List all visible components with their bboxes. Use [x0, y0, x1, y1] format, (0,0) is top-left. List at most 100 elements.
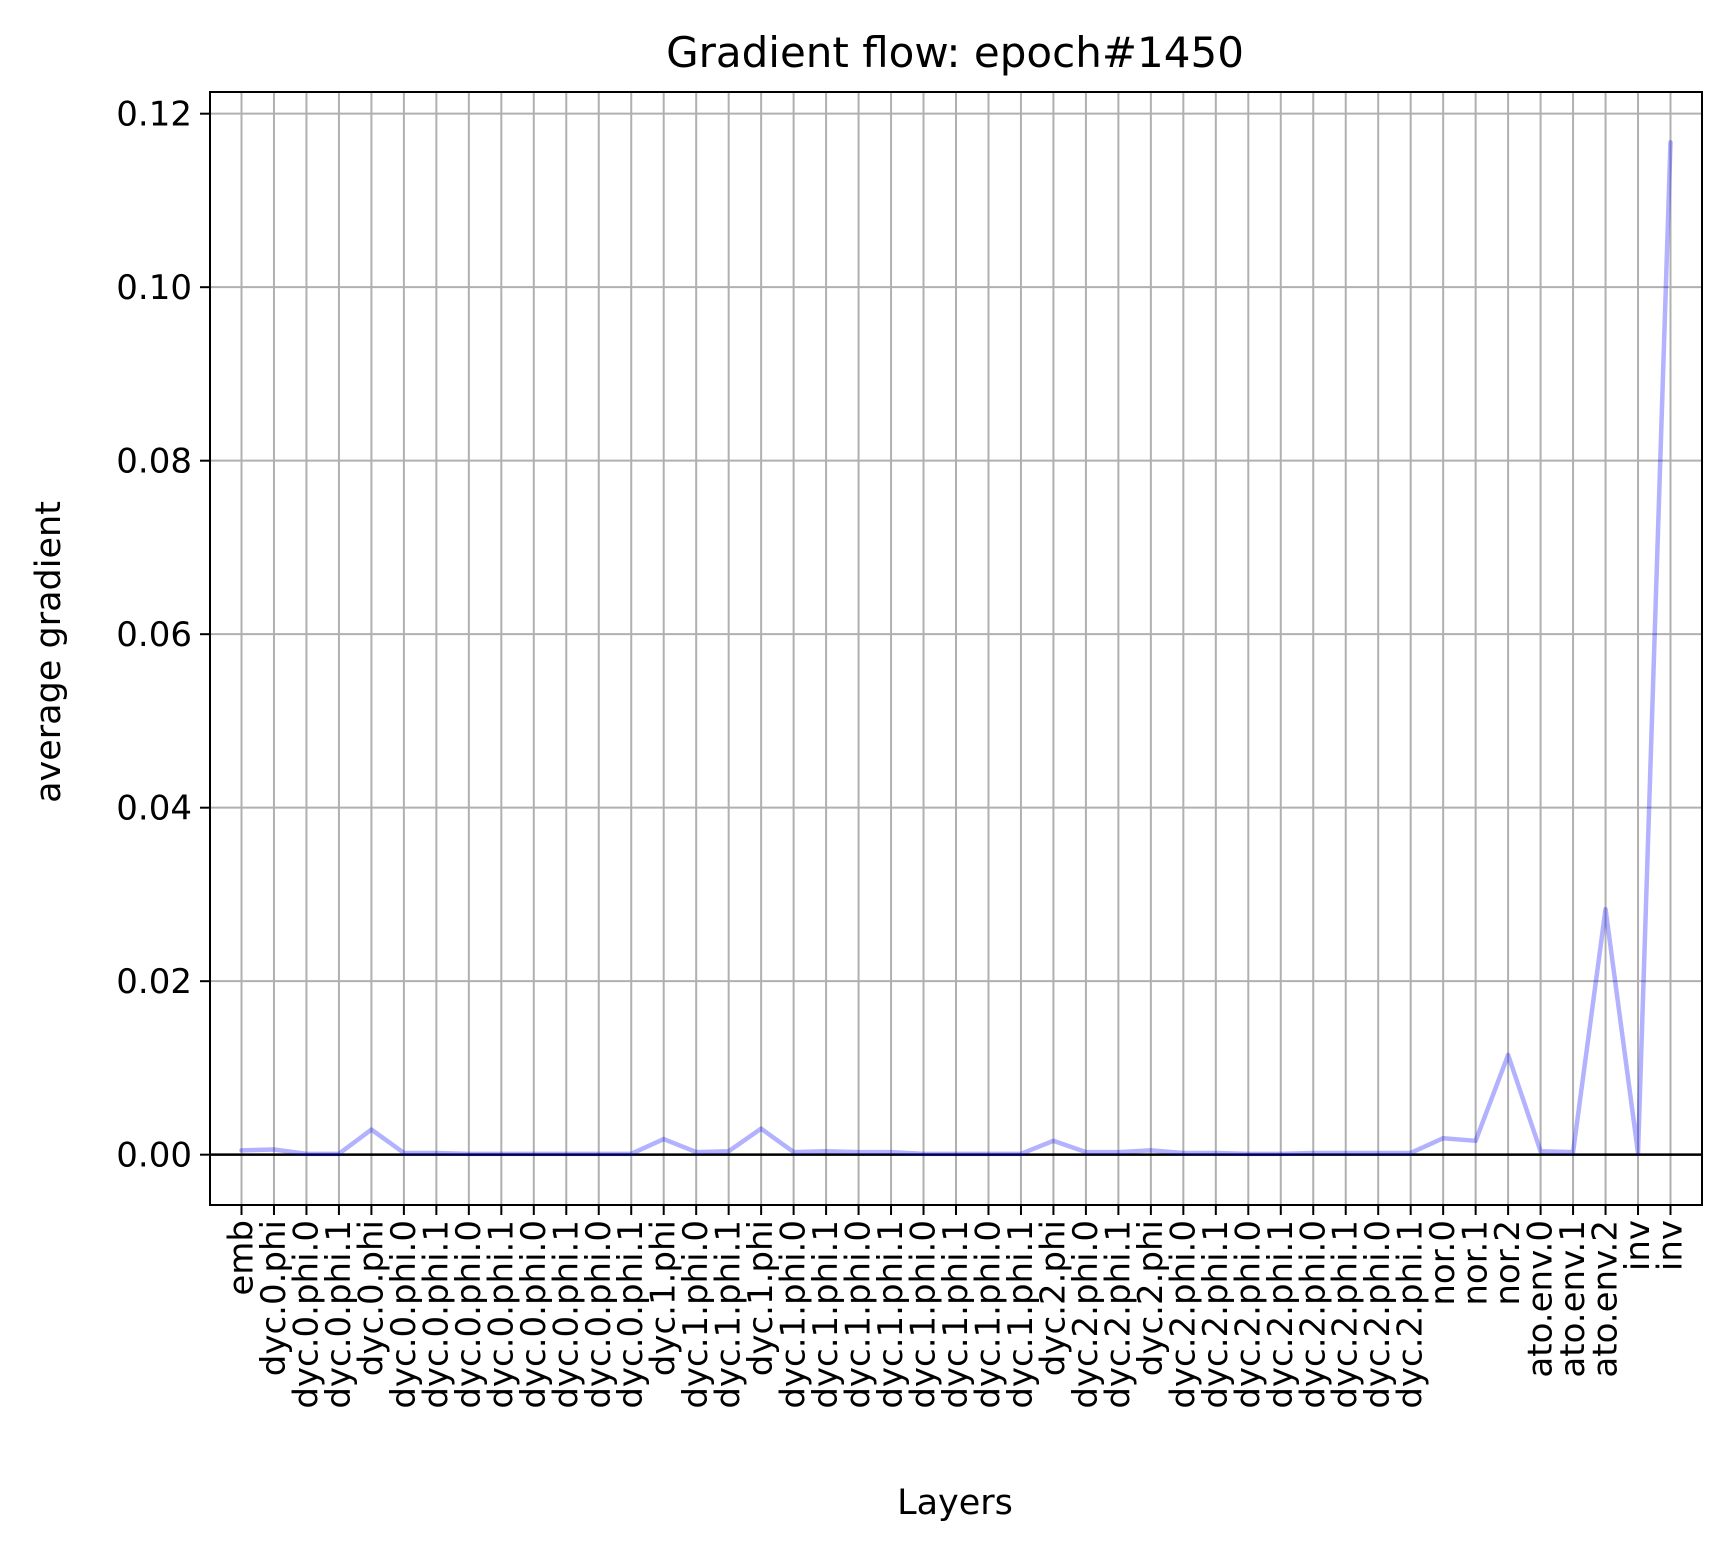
- data-point: [825, 1150, 828, 1153]
- x-ticks: embdyc.0.phidyc.0.phi.0dyc.0.phi.1dyc.0.…: [222, 1205, 1691, 1409]
- data-point: [337, 1152, 340, 1155]
- x-tick-label: dyc.0.phi.0: [286, 1220, 326, 1409]
- data-point: [857, 1151, 860, 1154]
- data-point: [240, 1149, 243, 1152]
- x-tick-label: dyc.0.phi.1: [611, 1220, 651, 1409]
- data-point: [630, 1152, 633, 1155]
- x-tick-label: dyc.0.phi.0: [579, 1220, 619, 1409]
- data-point: [467, 1152, 470, 1155]
- data-point: [435, 1151, 438, 1154]
- x-tick-label: dyc.2.phi: [1131, 1220, 1171, 1376]
- data-point: [1279, 1152, 1282, 1155]
- x-tick-label: dyc.1.phi.0: [904, 1220, 944, 1409]
- x-tick-label: dyc.0.phi.1: [546, 1220, 586, 1409]
- x-tick-label: dyc.2.phi.0: [1163, 1220, 1203, 1409]
- series-layer: [239, 140, 1673, 1157]
- data-point: [1182, 1151, 1185, 1154]
- x-tick-label: ato.env.1: [1553, 1220, 1593, 1378]
- x-tick-label: dyc.1.phi.1: [1001, 1220, 1041, 1409]
- x-tick-label: dyc.0.phi.0: [384, 1220, 424, 1409]
- x-tick-label: dyc.2.phi.1: [1098, 1220, 1138, 1409]
- y-tick-label: 0.06: [116, 615, 192, 655]
- y-tick-label: 0.12: [116, 95, 192, 135]
- x-tick-label: dyc.1.phi.1: [806, 1220, 846, 1409]
- data-point: [1604, 908, 1607, 911]
- y-tick-label: 0.04: [116, 789, 192, 829]
- x-tick-label: inv: [1651, 1220, 1691, 1271]
- data-point: [760, 1127, 763, 1130]
- x-tick-label: dyc.2.phi.0: [1228, 1220, 1268, 1409]
- data-point: [695, 1151, 698, 1154]
- x-tick-label: emb: [222, 1220, 262, 1296]
- x-tick-label: dyc.2.phi: [1033, 1220, 1073, 1376]
- chart-title: Gradient flow: epoch#1450: [666, 28, 1244, 77]
- x-tick-label: dyc.0.phi.1: [319, 1220, 359, 1409]
- y-tick-label: 0.00: [116, 1136, 192, 1176]
- x-tick-label: dyc.1.phi: [741, 1220, 781, 1376]
- data-point: [597, 1152, 600, 1155]
- data-point: [1312, 1151, 1315, 1154]
- data-point: [1409, 1151, 1412, 1154]
- data-point: [1084, 1151, 1087, 1154]
- data-point: [1669, 141, 1672, 144]
- x-tick-label: dyc.1.phi.1: [871, 1220, 911, 1409]
- data-point: [1442, 1137, 1445, 1140]
- data-point: [1117, 1151, 1120, 1154]
- data-point: [662, 1138, 665, 1141]
- data-point: [1474, 1139, 1477, 1142]
- data-point: [500, 1152, 503, 1155]
- data-point: [987, 1152, 990, 1155]
- data-point: [955, 1152, 958, 1155]
- x-tick-label: dyc.0.phi: [351, 1220, 391, 1376]
- x-tick-label: dyc.0.phi.0: [514, 1220, 554, 1409]
- x-tick-label: dyc.0.phi: [254, 1220, 294, 1376]
- x-tick-label: dyc.2.phi.1: [1196, 1220, 1236, 1409]
- y-tick-label: 0.10: [116, 268, 192, 308]
- y-tick-label: 0.02: [116, 962, 192, 1002]
- data-point: [402, 1151, 405, 1154]
- x-tick-label: dyc.0.phi.1: [416, 1220, 456, 1409]
- x-tick-label: dyc.2.phi.1: [1261, 1220, 1301, 1409]
- x-tick-label: dyc.2.phi.1: [1326, 1220, 1366, 1409]
- x-tick-label: dyc.1.phi.0: [839, 1220, 879, 1409]
- x-tick-label: dyc.0.phi.0: [449, 1220, 489, 1409]
- y-axis-label: average gradient: [29, 501, 69, 803]
- data-point: [1019, 1152, 1022, 1155]
- x-axis-label: Layers: [897, 1483, 1013, 1523]
- x-tick-label: dyc.2.phi.0: [1358, 1220, 1398, 1409]
- x-tick-label: dyc.2.phi.0: [1066, 1220, 1106, 1409]
- data-point: [890, 1151, 893, 1154]
- data-point: [1637, 1151, 1640, 1154]
- data-point: [1572, 1151, 1575, 1154]
- x-tick-label: dyc.0.phi.1: [481, 1220, 521, 1409]
- x-tick-label: dyc.1.phi: [644, 1220, 684, 1376]
- data-point: [1149, 1149, 1152, 1152]
- data-point: [1052, 1139, 1055, 1142]
- series-line-average-gradient: [239, 140, 1673, 1157]
- x-tick-label: inv: [1618, 1220, 1658, 1271]
- x-tick-label: nor.2: [1488, 1220, 1528, 1306]
- x-tick-label: nor.1: [1456, 1220, 1496, 1306]
- x-tick-label: dyc.1.phi.1: [936, 1220, 976, 1409]
- data-point: [1247, 1152, 1250, 1155]
- data-point: [305, 1152, 308, 1155]
- data-point: [922, 1152, 925, 1155]
- x-tick-label: dyc.2.phi.0: [1293, 1220, 1333, 1409]
- data-point: [1214, 1151, 1217, 1154]
- data-point: [532, 1152, 535, 1155]
- data-point: [727, 1150, 730, 1153]
- y-ticks: 0.00 0.02 0.04 0.06 0.08 0.10 0.12: [116, 95, 210, 1176]
- x-tick-label: dyc.1.phi.0: [968, 1220, 1008, 1409]
- x-tick-label: dyc.1.phi.0: [774, 1220, 814, 1409]
- data-point: [1377, 1151, 1380, 1154]
- data-point: [1344, 1151, 1347, 1154]
- data-point: [370, 1128, 373, 1131]
- x-tick-label: dyc.1.phi.1: [709, 1220, 749, 1409]
- grid-layer: [210, 92, 1702, 1205]
- x-tick-label: ato.env.2: [1586, 1220, 1626, 1378]
- data-point: [1539, 1150, 1542, 1153]
- y-tick-label: 0.08: [116, 442, 192, 482]
